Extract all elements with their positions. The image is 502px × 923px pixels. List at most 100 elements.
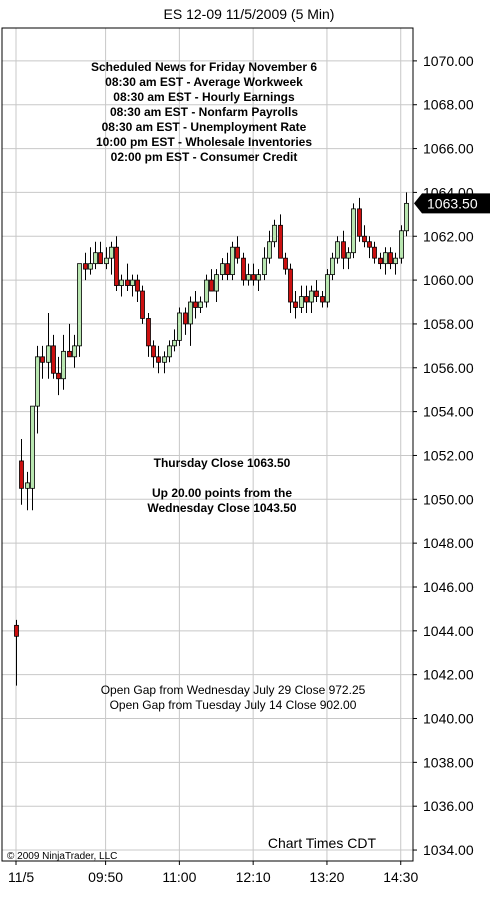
candle bbox=[125, 263, 130, 292]
candle-body-up bbox=[262, 257, 267, 276]
news-item: 08:30 am EST - Hourly Earnings bbox=[113, 90, 295, 104]
candle bbox=[378, 252, 383, 270]
news-title: Scheduled News for Friday November 6 bbox=[91, 60, 317, 74]
candle-body-up bbox=[72, 345, 77, 358]
x-tick-label: 14:30 bbox=[383, 869, 418, 885]
news-item: 10:00 pm EST - Wholesale Inventories bbox=[96, 135, 312, 149]
candle-body-down bbox=[278, 224, 283, 259]
candle bbox=[335, 236, 340, 264]
candle bbox=[246, 263, 251, 286]
candle-body-down bbox=[362, 235, 367, 243]
y-tick-label: 1044.00 bbox=[423, 623, 474, 639]
candle bbox=[40, 345, 45, 379]
candle bbox=[198, 296, 203, 313]
candle-body-up bbox=[177, 312, 182, 341]
candle bbox=[46, 312, 51, 379]
chart-title: ES 12-09 11/5/2009 (5 Min) bbox=[164, 6, 335, 22]
candle-body-up bbox=[351, 208, 356, 254]
candle bbox=[177, 307, 182, 346]
last-price-marker bbox=[414, 193, 490, 214]
close-annotation-line: Up 20.00 points from the bbox=[152, 486, 292, 500]
candle-body-up bbox=[93, 252, 98, 265]
x-tick-label: 11/5 bbox=[8, 869, 34, 885]
candle bbox=[119, 274, 124, 297]
candle-body-down bbox=[51, 345, 56, 374]
x-tick-label: 11:00 bbox=[162, 869, 196, 885]
candle-body-down bbox=[151, 345, 156, 358]
gap-annotation-line: Open Gap from Wednesday July 29 Close 97… bbox=[101, 683, 366, 697]
candle-body-down bbox=[304, 296, 309, 303]
y-axis: 1034.00 1036.00 1038.00 1040.00 1042.00 1044.… bbox=[413, 53, 474, 858]
news-item: 08:30 am EST - Average Workweek bbox=[105, 75, 303, 89]
x-tick-label: 13:20 bbox=[309, 869, 344, 885]
candle-body-up bbox=[383, 252, 388, 265]
candle bbox=[61, 334, 66, 390]
candle-body-up bbox=[109, 246, 114, 259]
candle bbox=[383, 247, 388, 275]
candle-body-down bbox=[293, 301, 298, 308]
candle bbox=[230, 241, 235, 281]
y-tick-label: 1058.00 bbox=[423, 316, 474, 332]
candle bbox=[14, 619, 19, 686]
candle-body-down bbox=[183, 312, 188, 325]
candle bbox=[362, 225, 367, 248]
candle-body-up bbox=[61, 350, 66, 380]
candle-body-up bbox=[309, 290, 314, 303]
y-tick-label: 1054.00 bbox=[423, 404, 474, 420]
y-tick-label: 1036.00 bbox=[423, 798, 474, 814]
copyright-text: © 2009 NinjaTrader, LLC bbox=[7, 851, 117, 862]
last-price-label: 1063.50 bbox=[414, 193, 490, 214]
candle-body-down bbox=[388, 252, 393, 265]
candle-body-up bbox=[204, 279, 209, 303]
candle-body-up bbox=[330, 257, 335, 276]
candle bbox=[393, 252, 398, 275]
x-tick-label: 09:50 bbox=[88, 869, 123, 885]
candle bbox=[19, 439, 24, 505]
candle bbox=[293, 291, 298, 319]
candle-body-down bbox=[67, 350, 72, 358]
candle bbox=[188, 296, 193, 346]
candle-body-up bbox=[172, 339, 177, 347]
candle bbox=[209, 269, 214, 292]
candle-body-up bbox=[399, 230, 404, 259]
candle-body-down bbox=[14, 624, 19, 637]
candle bbox=[278, 214, 283, 259]
candle bbox=[183, 307, 188, 335]
y-tick-label: 1050.00 bbox=[423, 491, 474, 507]
candle bbox=[341, 230, 346, 270]
candle bbox=[193, 291, 198, 319]
last-price-text: 1063.50 bbox=[427, 195, 478, 211]
candle bbox=[167, 340, 172, 363]
y-tick-label: 1068.00 bbox=[423, 97, 474, 113]
candle-body-up bbox=[256, 274, 261, 281]
y-tick-label: 1062.00 bbox=[423, 228, 474, 244]
candle bbox=[330, 252, 335, 281]
candle-body-up bbox=[198, 301, 203, 308]
candle-body-up bbox=[230, 246, 235, 276]
candle bbox=[88, 247, 93, 275]
y-tick-label: 1038.00 bbox=[423, 754, 474, 770]
candle bbox=[262, 247, 267, 281]
candle bbox=[404, 192, 409, 237]
candle-body-up bbox=[299, 296, 304, 308]
candle bbox=[67, 323, 72, 358]
candle-body-down bbox=[357, 208, 362, 237]
candle bbox=[98, 241, 103, 265]
candle-body-down bbox=[40, 356, 45, 363]
candle bbox=[220, 258, 225, 281]
candle-body-up bbox=[35, 356, 40, 407]
y-tick-label: 1040.00 bbox=[423, 711, 474, 727]
candle-body-down bbox=[314, 290, 319, 297]
candle bbox=[320, 291, 325, 308]
candle bbox=[314, 280, 319, 303]
candle-body-down bbox=[320, 296, 325, 303]
candle bbox=[93, 241, 98, 270]
candle bbox=[225, 252, 230, 281]
plot-frame bbox=[1, 27, 414, 862]
candle-body-down bbox=[241, 257, 246, 281]
candle bbox=[399, 225, 404, 264]
close-annotation-line: Wednesday Close 1043.50 bbox=[147, 501, 297, 515]
candle-body-up bbox=[214, 274, 219, 292]
candle-body-up bbox=[162, 356, 167, 363]
